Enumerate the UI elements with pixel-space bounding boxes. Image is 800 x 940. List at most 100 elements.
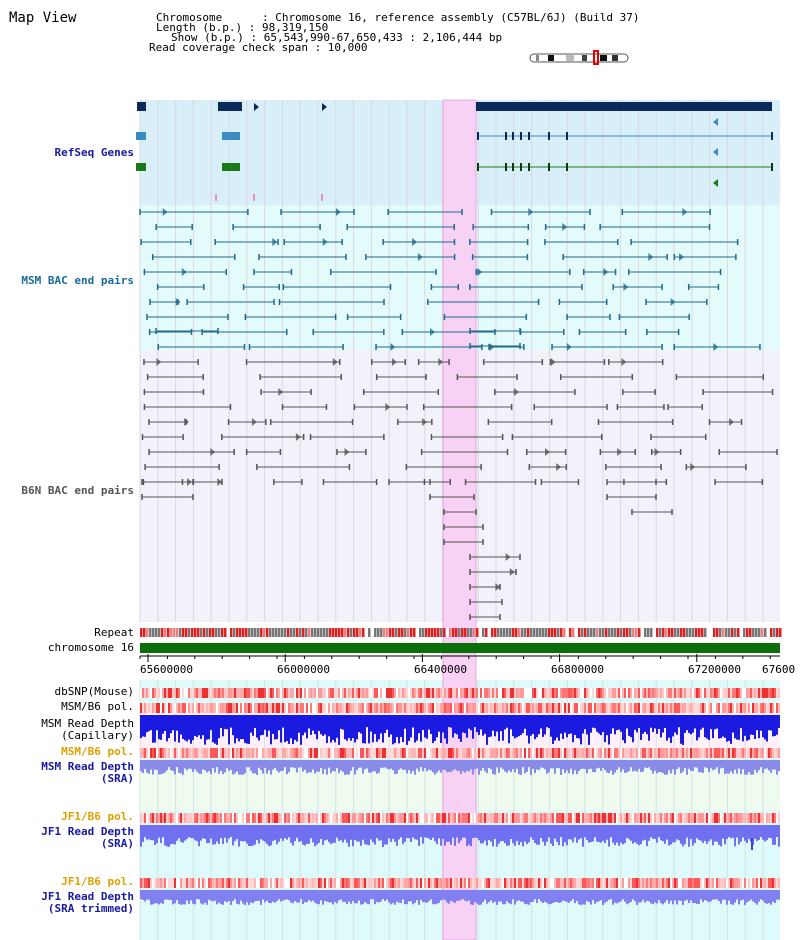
dbsnp-density-cell — [518, 688, 520, 698]
msm-read-depth-cap-bar — [432, 715, 434, 744]
dbsnp-density-cell — [252, 688, 254, 698]
repeat-segment — [233, 628, 236, 637]
jf1-b6-pol-cell — [630, 813, 632, 823]
jf1-b6-pol-trim-cell — [206, 878, 208, 888]
gene-exon — [528, 163, 530, 171]
msm-b6-pol-cell — [670, 703, 672, 713]
jf1-read-depth-trim-bar — [278, 890, 280, 900]
msm-read-depth-cap-bar — [700, 715, 702, 730]
jf1-b6-pol-trim-cell — [316, 878, 318, 888]
jf1-read-depth-bar — [452, 825, 454, 838]
track-label-refseq[interactable]: RefSeq Genes — [54, 146, 134, 159]
msm-read-depth-sra-bar — [558, 760, 560, 769]
repeat-segment — [746, 628, 749, 637]
dbsnp-density-cell — [690, 688, 692, 698]
msm-b6-pol-sra-cell — [674, 748, 676, 758]
jf1-read-depth-bar — [744, 825, 746, 841]
jf1-b6-pol-cell — [464, 813, 466, 823]
jf1-read-depth-bar — [772, 825, 774, 845]
msm-b6-pol-sra-cell — [530, 748, 532, 758]
msm-read-depth-sra-bar — [356, 760, 358, 771]
dbsnp-density-cell — [636, 688, 638, 698]
jf1-b6-pol-cell — [590, 813, 592, 823]
jf1-b6-pol-trim-cell — [202, 878, 204, 888]
dbsnp-density-cell — [664, 688, 666, 698]
msm-read-depth-cap-bar — [554, 715, 556, 741]
pair-arrow — [654, 448, 660, 456]
msm-b6-pol-sra-cell — [556, 748, 558, 758]
jf1-b6-pol-trim-cell — [568, 878, 570, 888]
track-label-repeat: Repeat — [94, 626, 134, 639]
jf1-read-depth-bar — [528, 825, 530, 843]
msm-b6-pol-cell — [612, 703, 614, 713]
repeat-segment — [323, 628, 326, 637]
dbsnp-density-cell — [402, 688, 404, 698]
jf1-read-depth-trim-bar — [586, 890, 588, 901]
msm-b6-pol-sra-cell — [520, 748, 522, 758]
pair-arrow — [617, 448, 623, 456]
ideogram-band — [536, 55, 539, 61]
msm-read-depth-cap-bar — [332, 715, 334, 740]
msm-read-depth-cap-bar — [770, 715, 772, 731]
jf1-read-depth-trim-bar — [150, 890, 152, 905]
jf1-read-depth-trim-bar — [416, 890, 418, 901]
msm-read-depth-cap-bar — [416, 715, 418, 741]
jf1-read-depth-bar — [736, 825, 738, 838]
repeat-segment — [716, 628, 719, 637]
dbsnp-density-cell — [454, 688, 456, 698]
jf1-b6-pol-cell — [328, 813, 330, 823]
dbsnp-density-cell — [338, 688, 340, 698]
msm-b6-pol-sra-cell — [238, 748, 240, 758]
pair-arrow — [495, 583, 501, 591]
jf1-b6-pol-cell — [388, 813, 390, 823]
jf1-read-depth-trim-bar — [292, 890, 294, 904]
msm-read-depth-sra-bar — [454, 760, 456, 770]
jf1-b6-pol-trim-cell — [566, 878, 568, 888]
msm-b6-pol-cell — [174, 703, 176, 713]
msm-b6-pol-cell — [234, 703, 236, 713]
jf1-read-depth-trim-bar — [256, 890, 258, 901]
repeat-segment — [407, 628, 410, 637]
gene-exon — [512, 163, 514, 171]
msm-b6-pol-sra-cell — [480, 748, 482, 758]
track-label-msm-bac[interactable]: MSM BAC end pairs — [21, 274, 134, 287]
msm-read-depth-cap-bar — [726, 715, 728, 742]
dbsnp-density-cell — [568, 688, 570, 698]
msm-b6-pol-cell — [756, 703, 758, 713]
jf1-read-depth-bar — [730, 825, 732, 839]
jf1-read-depth-bar — [654, 825, 656, 839]
msm-b6-pol-cell — [336, 703, 338, 713]
msm-b6-pol-cell — [706, 703, 708, 713]
jf1-read-depth-trim-bar — [722, 890, 724, 900]
jf1-read-depth-bar — [682, 825, 684, 847]
dbsnp-density-cell — [520, 688, 522, 698]
repeat-segment — [617, 628, 620, 637]
msm-read-depth-cap-bar — [570, 715, 572, 734]
jf1-read-depth-bar — [592, 825, 594, 842]
msm-read-depth-cap-bar — [612, 715, 614, 729]
jf1-read-depth-trim-bar — [304, 890, 306, 903]
msm-b6-pol-sra-cell — [270, 748, 272, 758]
jf1-b6-pol-cell — [656, 813, 658, 823]
jf1-b6-pol-trim-cell — [660, 878, 662, 888]
msm-b6-pol-cell — [316, 703, 318, 713]
repeat-segment — [683, 628, 686, 637]
msm-b6-pol-cell — [270, 703, 272, 713]
dbsnp-density-cell — [640, 688, 642, 698]
msm-b6-pol-cell — [676, 703, 678, 713]
jf1-read-depth-bar — [770, 825, 772, 839]
jf1-b6-pol-trim-cell — [538, 878, 540, 888]
dbsnp-density-cell — [274, 688, 276, 698]
jf1-b6-pol-cell — [410, 813, 412, 823]
msm-b6-pol-sra-cell — [460, 748, 462, 758]
repeat-segment — [356, 628, 359, 637]
jf1-read-depth-trim-bar — [698, 890, 700, 904]
dbsnp-density-cell — [492, 688, 494, 698]
track-label-b6n-bac[interactable]: B6N BAC end pairs — [21, 484, 134, 497]
jf1-b6-pol-cell — [766, 813, 768, 823]
msm-b6-pol-cell — [274, 703, 276, 713]
msm-b6-pol-sra-cell — [476, 748, 478, 758]
jf1-b6-pol-trim-cell — [648, 878, 650, 888]
msm-read-depth-sra-bar — [324, 760, 326, 770]
